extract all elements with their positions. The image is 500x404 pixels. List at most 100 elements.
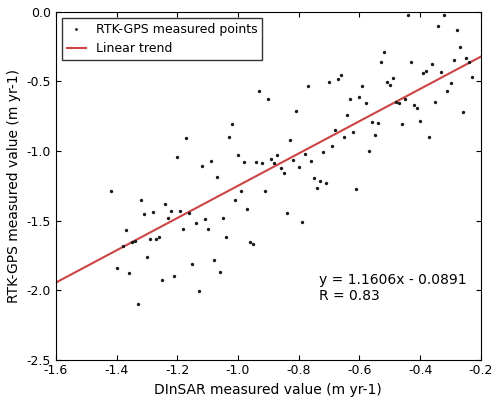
RTK-GPS measured points [344,112,351,119]
RTK-GPS measured points [161,201,169,207]
RTK-GPS measured points [274,152,281,159]
RTK-GPS measured points [364,147,372,154]
RTK-GPS measured points [180,226,188,232]
RTK-GPS measured points [219,215,227,221]
RTK-GPS measured points [118,243,126,249]
RTK-GPS measured points [407,58,415,65]
RTK-GPS measured points [410,101,418,108]
RTK-GPS measured points [325,79,333,85]
RTK-GPS measured points [438,69,446,75]
RTK-GPS measured points [334,76,342,82]
RTK-GPS measured points [376,59,384,65]
RTK-GPS measured points [468,74,476,80]
RTK-GPS measured points [294,164,302,170]
RTK-GPS measured points [106,188,114,194]
RTK-GPS measured points [422,68,430,74]
RTK-GPS measured points [446,80,454,86]
RTK-GPS measured points [225,133,233,140]
RTK-GPS measured points [316,178,324,184]
RTK-GPS measured points [389,75,397,82]
RTK-GPS measured points [337,72,345,78]
RTK-GPS measured points [452,27,460,34]
RTK-GPS measured points [450,57,458,63]
RTK-GPS measured points [131,238,139,244]
RTK-GPS measured points [200,216,208,222]
RTK-GPS measured points [167,208,175,215]
RTK-GPS measured points [170,273,178,279]
RTK-GPS measured points [216,269,224,275]
RTK-GPS measured points [204,226,212,233]
RTK-GPS measured points [174,154,182,160]
RTK-GPS measured points [146,236,154,242]
RTK-GPS measured points [112,264,120,271]
RTK-GPS measured points [256,88,264,95]
RTK-GPS measured points [122,227,130,234]
RTK-GPS measured points [419,70,427,77]
RTK-GPS measured points [307,158,315,164]
RTK-GPS measured points [464,59,472,65]
RTK-GPS measured points [234,152,242,158]
Legend: RTK-GPS measured points, Linear trend: RTK-GPS measured points, Linear trend [62,18,262,61]
RTK-GPS measured points [368,119,376,125]
RTK-GPS measured points [268,156,276,162]
RTK-GPS measured points [155,234,163,240]
RTK-GPS measured points [322,179,330,186]
RTK-GPS measured points [331,127,339,133]
RTK-GPS measured points [149,209,157,215]
RTK-GPS measured points [246,239,254,246]
RTK-GPS measured points [128,239,136,245]
RTK-GPS measured points [252,159,260,165]
RTK-GPS measured points [434,23,442,29]
Text: y = 1.1606x - 0.0891
R = 0.83: y = 1.1606x - 0.0891 R = 0.83 [320,273,467,303]
RTK-GPS measured points [328,143,336,149]
RTK-GPS measured points [206,158,214,164]
X-axis label: DInSAR measured value (m yr-1): DInSAR measured value (m yr-1) [154,383,382,397]
RTK-GPS measured points [158,277,166,283]
RTK-GPS measured points [398,120,406,127]
RTK-GPS measured points [386,82,394,88]
RTK-GPS measured points [310,175,318,181]
RTK-GPS measured points [258,160,266,166]
RTK-GPS measured points [288,157,296,164]
RTK-GPS measured points [374,119,382,126]
RTK-GPS measured points [231,196,239,203]
RTK-GPS measured points [182,135,190,141]
RTK-GPS measured points [134,301,142,307]
RTK-GPS measured points [192,220,200,227]
RTK-GPS measured points [140,210,148,217]
RTK-GPS measured points [440,11,448,18]
RTK-GPS measured points [340,134,348,140]
RTK-GPS measured points [462,55,469,61]
RTK-GPS measured points [350,128,358,135]
RTK-GPS measured points [222,234,230,240]
RTK-GPS measured points [124,270,132,276]
RTK-GPS measured points [276,165,284,171]
RTK-GPS measured points [264,96,272,102]
RTK-GPS measured points [243,206,251,212]
RTK-GPS measured points [213,174,221,181]
RTK-GPS measured points [262,187,270,194]
RTK-GPS measured points [413,105,421,111]
RTK-GPS measured points [282,210,290,216]
RTK-GPS measured points [380,48,388,55]
RTK-GPS measured points [313,185,321,191]
RTK-GPS measured points [346,96,354,102]
RTK-GPS measured points [416,118,424,124]
RTK-GPS measured points [198,163,205,170]
RTK-GPS measured points [228,120,236,127]
RTK-GPS measured points [188,261,196,267]
RTK-GPS measured points [176,208,184,214]
RTK-GPS measured points [292,108,300,114]
RTK-GPS measured points [280,170,287,176]
RTK-GPS measured points [194,288,202,295]
RTK-GPS measured points [137,196,145,203]
Y-axis label: RTK-GPS measured value (m yr-1): RTK-GPS measured value (m yr-1) [7,69,21,303]
RTK-GPS measured points [392,99,400,105]
RTK-GPS measured points [164,215,172,221]
RTK-GPS measured points [210,257,218,263]
RTK-GPS measured points [240,158,248,165]
RTK-GPS measured points [362,99,370,106]
RTK-GPS measured points [358,83,366,90]
RTK-GPS measured points [432,99,440,105]
RTK-GPS measured points [301,151,309,157]
